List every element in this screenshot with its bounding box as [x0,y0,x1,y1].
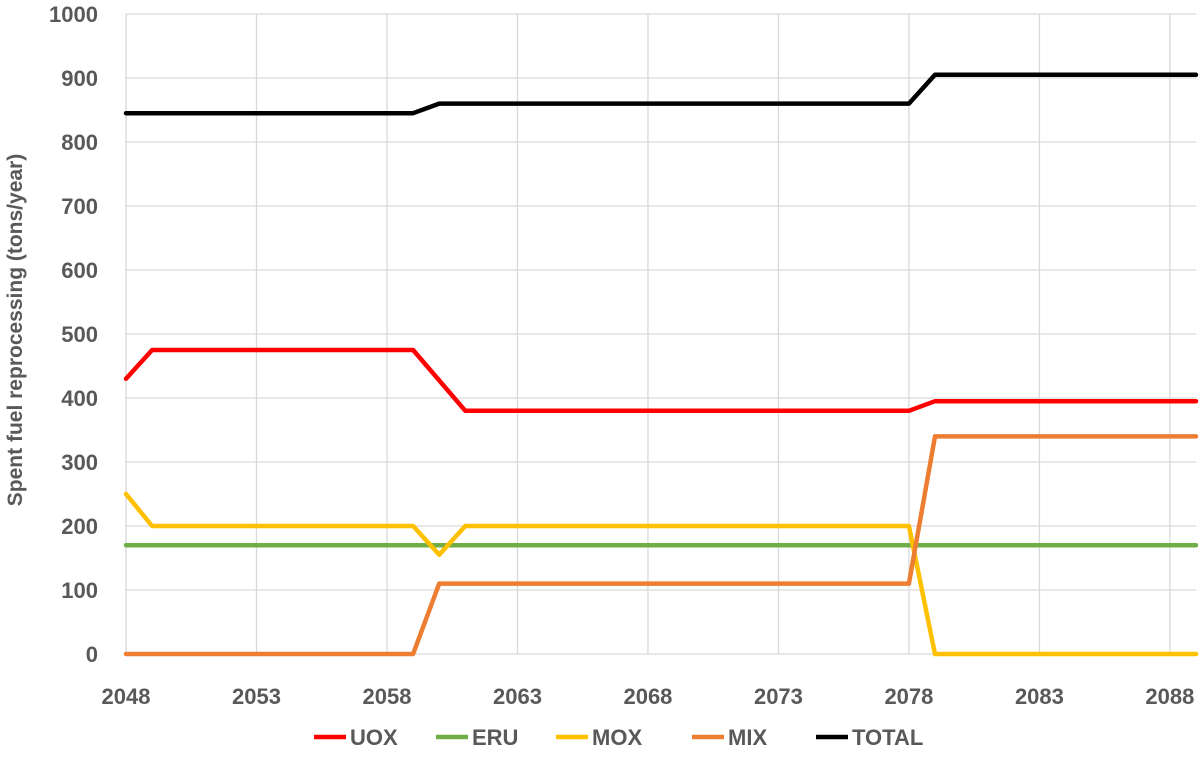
horizontal-gridlines [126,13,1196,655]
series-line-total [123,72,1199,116]
y-tick-label-6: 600 [61,258,98,283]
y-axis-title: Spent fuel reprocessing (tons/year) [4,154,27,506]
y-axis-tick-labels: 0 100 200 300 400 500 600 700 800 900 1000 [49,2,98,667]
x-tick-label-3: 2063 [493,684,542,709]
x-tick-label-0: 2048 [102,684,151,709]
y-tick-label-0: 0 [86,642,98,667]
y-tick-label-7: 700 [61,194,98,219]
legend-item-mix: MIX [692,725,767,750]
legend-item-uox: UOX [314,725,398,750]
y-tick-label-5: 500 [61,322,98,347]
x-tick-label-5: 2073 [754,684,803,709]
y-tick-label-9: 900 [61,66,98,91]
y-tick-label-10: 1000 [49,2,98,27]
legend-label-eru: ERU [472,725,518,750]
series-line-mix [123,434,1199,657]
legend-label-mox: MOX [592,725,642,750]
legend-label-total: TOTAL [852,725,923,750]
series-lines [123,72,1199,657]
x-tick-label-1: 2053 [232,684,281,709]
series-line-mox [123,491,1199,657]
y-tick-label-1: 100 [61,578,98,603]
legend: UOX ERU MOX MIX TOTAL [314,725,923,750]
legend-item-total: TOTAL [816,725,923,750]
x-tick-label-4: 2068 [623,684,672,709]
y-tick-label-8: 800 [61,130,98,155]
x-tick-label-8: 2088 [1145,684,1194,709]
x-axis-tick-labels: 2048 2053 2058 2063 2068 2073 2078 2083 2088 [102,684,1195,709]
legend-item-mox: MOX [556,725,642,750]
x-tick-label-6: 2078 [884,684,933,709]
legend-label-uox: UOX [350,725,398,750]
x-tick-label-7: 2083 [1015,684,1064,709]
legend-item-eru: ERU [436,725,518,750]
y-tick-label-4: 400 [61,386,98,411]
x-tick-label-2: 2058 [362,684,411,709]
y-tick-label-3: 300 [61,450,98,475]
legend-label-mix: MIX [728,725,767,750]
y-tick-label-2: 200 [61,514,98,539]
series-line-uox [123,347,1199,414]
